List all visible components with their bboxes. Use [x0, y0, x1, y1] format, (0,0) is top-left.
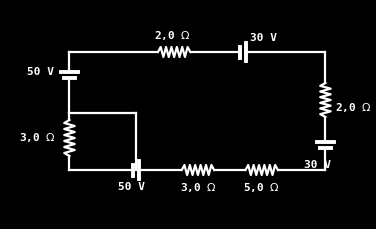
Text: 3,0 $\Omega$: 3,0 $\Omega$ — [19, 131, 56, 144]
Text: 50 V: 50 V — [118, 182, 145, 192]
Text: 2,0 $\Omega$: 2,0 $\Omega$ — [335, 101, 372, 114]
Text: 3,0 $\Omega$: 3,0 $\Omega$ — [179, 180, 216, 194]
Text: 50 V: 50 V — [27, 67, 55, 77]
Text: 2,0 $\Omega$: 2,0 $\Omega$ — [154, 30, 191, 43]
Text: 30 V: 30 V — [250, 33, 277, 43]
Text: 30 V: 30 V — [304, 160, 331, 170]
Text: 5,0 $\Omega$: 5,0 $\Omega$ — [243, 180, 280, 194]
